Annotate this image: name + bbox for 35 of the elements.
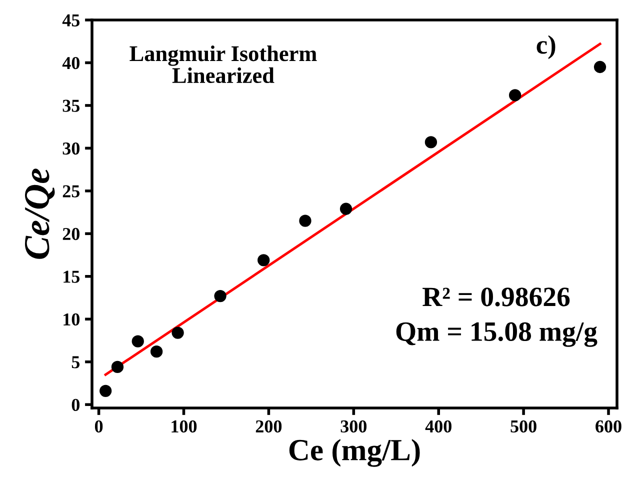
x-axis-title: Ce (mg/L) — [289, 438, 420, 467]
annotation: c) — [536, 35, 556, 60]
y-tick-label: 30 — [62, 142, 80, 155]
annotation: Langmuir Isotherm Linearized — [130, 46, 317, 84]
x-tick-label: 0 — [94, 420, 103, 433]
point — [214, 290, 226, 302]
point — [111, 360, 124, 374]
annotation: R² = 0.98626 — [422, 288, 570, 306]
x-tick-label: 300 — [340, 420, 367, 433]
point — [594, 60, 606, 74]
y-tick-label: 25 — [62, 185, 80, 198]
point — [340, 202, 352, 215]
y-tick-label: 5 — [72, 356, 80, 368]
y-tick-label: 10 — [64, 313, 80, 326]
point — [150, 346, 163, 358]
y-tick-label: 35 — [62, 100, 80, 112]
point — [100, 384, 112, 397]
point — [508, 89, 522, 102]
y-tick-label: 0 — [72, 398, 80, 412]
point — [172, 326, 184, 339]
x-tick-label: 100 — [172, 420, 197, 433]
x-tick-label: 600 — [596, 420, 622, 433]
point — [424, 136, 438, 148]
y-tick-label: 20 — [62, 228, 80, 240]
y-tick-label: 15 — [64, 270, 80, 283]
y-axis-title: Ce/Qe — [24, 168, 55, 259]
y-tick-label: 45 — [62, 14, 80, 26]
point — [299, 214, 312, 227]
annotation: Qm = 15.08 mg/g — [396, 322, 598, 347]
y-tick-label: 40 — [62, 56, 80, 70]
x-tick-label: 200 — [256, 420, 282, 433]
point — [258, 254, 270, 266]
x-tick-label: 500 — [510, 420, 536, 433]
point — [132, 335, 144, 348]
x-tick-label: 400 — [425, 420, 452, 433]
